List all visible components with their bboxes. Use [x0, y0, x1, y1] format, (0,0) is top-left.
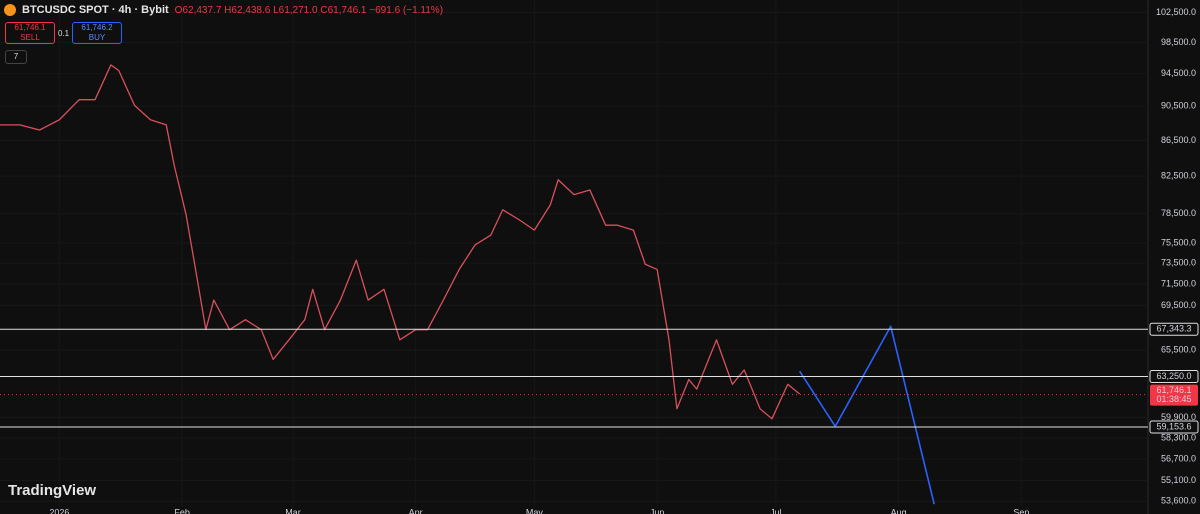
y-tick-label: 94,500.0 [1161, 68, 1196, 78]
y-tick-label: 58,300.0 [1161, 432, 1196, 442]
level-label: 63,250.0 [1156, 371, 1191, 381]
y-tick-label: 53,600.0 [1161, 496, 1196, 506]
x-tick-label: Apr [409, 507, 423, 514]
price-line [0, 64, 801, 420]
y-tick-label: 65,500.0 [1161, 345, 1196, 355]
buy-button[interactable]: 61,746.2 BUY [72, 22, 122, 44]
coin-icon [4, 4, 16, 16]
level-tag [1149, 420, 1199, 434]
indicator-toggle[interactable]: 7 [5, 50, 27, 64]
quantity: 0.1 [58, 29, 70, 38]
projection-line [798, 325, 936, 505]
buy-label: BUY [88, 33, 106, 42]
x-tick-label: May [526, 507, 544, 514]
sell-button[interactable]: 61,746.1 SELL [5, 22, 55, 44]
level-tag [1149, 369, 1199, 383]
y-tick-label: 69,500.0 [1161, 300, 1196, 310]
y-tick-label: 98,500.0 [1161, 37, 1196, 47]
symbol[interactable]: BTCUSDC SPOT · 4h · Bybit [22, 4, 169, 16]
sell-price: 61,746.1 [14, 23, 46, 32]
level-tag [1149, 322, 1199, 336]
x-tick-label: 2026 [49, 507, 69, 514]
countdown: 01:38:45 [1156, 394, 1191, 404]
buy-price: 61,746.2 [81, 23, 113, 32]
last-price-label: 61,746.1 [1156, 385, 1191, 395]
y-tick-label: 56,700.0 [1161, 453, 1196, 463]
header: BTCUSDC SPOT · 4h · Bybit O62,437.7 H62,… [4, 4, 443, 16]
x-tick-label: Sep [1013, 507, 1029, 514]
y-tick-label: 90,500.0 [1161, 101, 1196, 111]
y-tick-label: 75,500.0 [1161, 237, 1196, 247]
x-tick-label: Aug [891, 507, 907, 514]
y-tick-label: 102,500.0 [1156, 7, 1196, 17]
y-tick-label: 86,500.0 [1161, 135, 1196, 145]
y-tick-label: 73,500.0 [1161, 258, 1196, 268]
ohlc: O62,437.7 H62,438.6 L61,271.0 C61,746.1 … [174, 4, 444, 16]
x-tick-label: Feb [174, 507, 190, 514]
plot-area [0, 64, 936, 505]
x-tick-label: Jun [650, 507, 665, 514]
y-tick-label: 78,500.0 [1161, 208, 1196, 218]
y-tick-label: 59,900.0 [1161, 412, 1196, 422]
y-tick-label: 71,500.0 [1161, 278, 1196, 288]
x-tick-label: Jul [770, 507, 782, 514]
level-label: 59,153.6 [1156, 421, 1191, 431]
x-tick-label: Mar [285, 507, 301, 514]
last-price-tag [1150, 384, 1198, 406]
level-label: 67,343.3 [1156, 324, 1191, 334]
y-tick-label: 82,500.0 [1161, 170, 1196, 180]
sell-label: SELL [20, 33, 40, 42]
logo: TradingView [8, 482, 97, 499]
y-tick-label: 55,100.0 [1161, 475, 1196, 485]
